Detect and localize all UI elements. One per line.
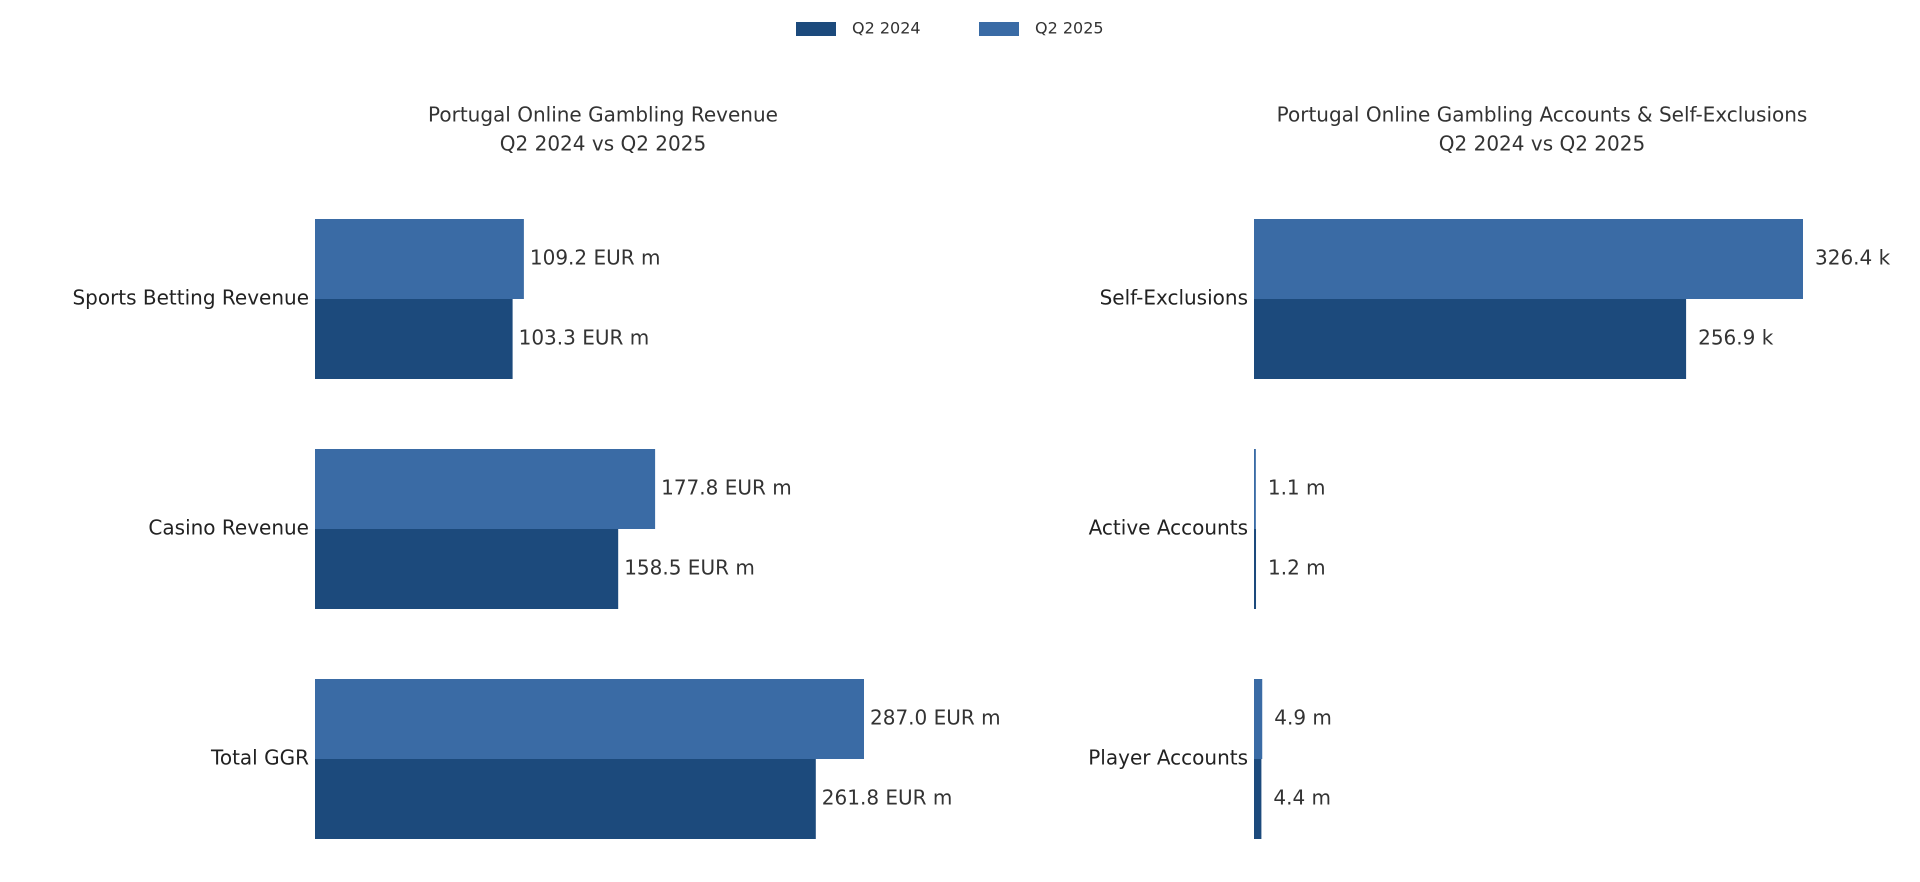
category-label: Total GGR [210, 746, 309, 770]
chart-subtitle: Q2 2024 vs Q2 2025 [500, 132, 706, 156]
value-label: 109.2 EUR m [530, 246, 661, 270]
legend-label: Q2 2024 [852, 19, 921, 38]
legend-swatch [796, 22, 836, 36]
category-label: Player Accounts [1088, 746, 1248, 770]
legend-label: Q2 2025 [1035, 19, 1104, 38]
chart-subtitle: Q2 2024 vs Q2 2025 [1439, 132, 1645, 156]
value-label: 177.8 EUR m [661, 476, 792, 500]
value-label: 326.4 k [1815, 246, 1891, 270]
bar [1254, 759, 1262, 839]
chart-title: Portugal Online Gambling Accounts & Self… [1277, 103, 1808, 127]
value-label: 1.2 m [1268, 556, 1326, 580]
bar [315, 759, 816, 839]
value-label: 256.9 k [1698, 326, 1774, 350]
bar [1254, 449, 1256, 529]
bar [315, 299, 513, 379]
bar [315, 679, 864, 759]
bar [315, 219, 524, 299]
value-label: 1.1 m [1268, 476, 1326, 500]
category-label: Active Accounts [1089, 516, 1248, 540]
bar [315, 529, 619, 609]
bar [315, 449, 656, 529]
value-label: 4.4 m [1273, 786, 1331, 810]
bar [1254, 299, 1687, 379]
value-label: 287.0 EUR m [870, 706, 1001, 730]
legend-swatch [979, 22, 1019, 36]
value-label: 158.5 EUR m [624, 556, 755, 580]
value-label: 261.8 EUR m [822, 786, 953, 810]
value-label: 103.3 EUR m [519, 326, 650, 350]
category-label: Sports Betting Revenue [72, 286, 309, 310]
bar [1254, 529, 1257, 609]
bar [1254, 219, 1803, 299]
chart-title: Portugal Online Gambling Revenue [428, 103, 778, 127]
category-label: Casino Revenue [148, 516, 309, 540]
value-label: 4.9 m [1274, 706, 1332, 730]
bar [1254, 679, 1263, 759]
category-label: Self-Exclusions [1100, 286, 1248, 310]
